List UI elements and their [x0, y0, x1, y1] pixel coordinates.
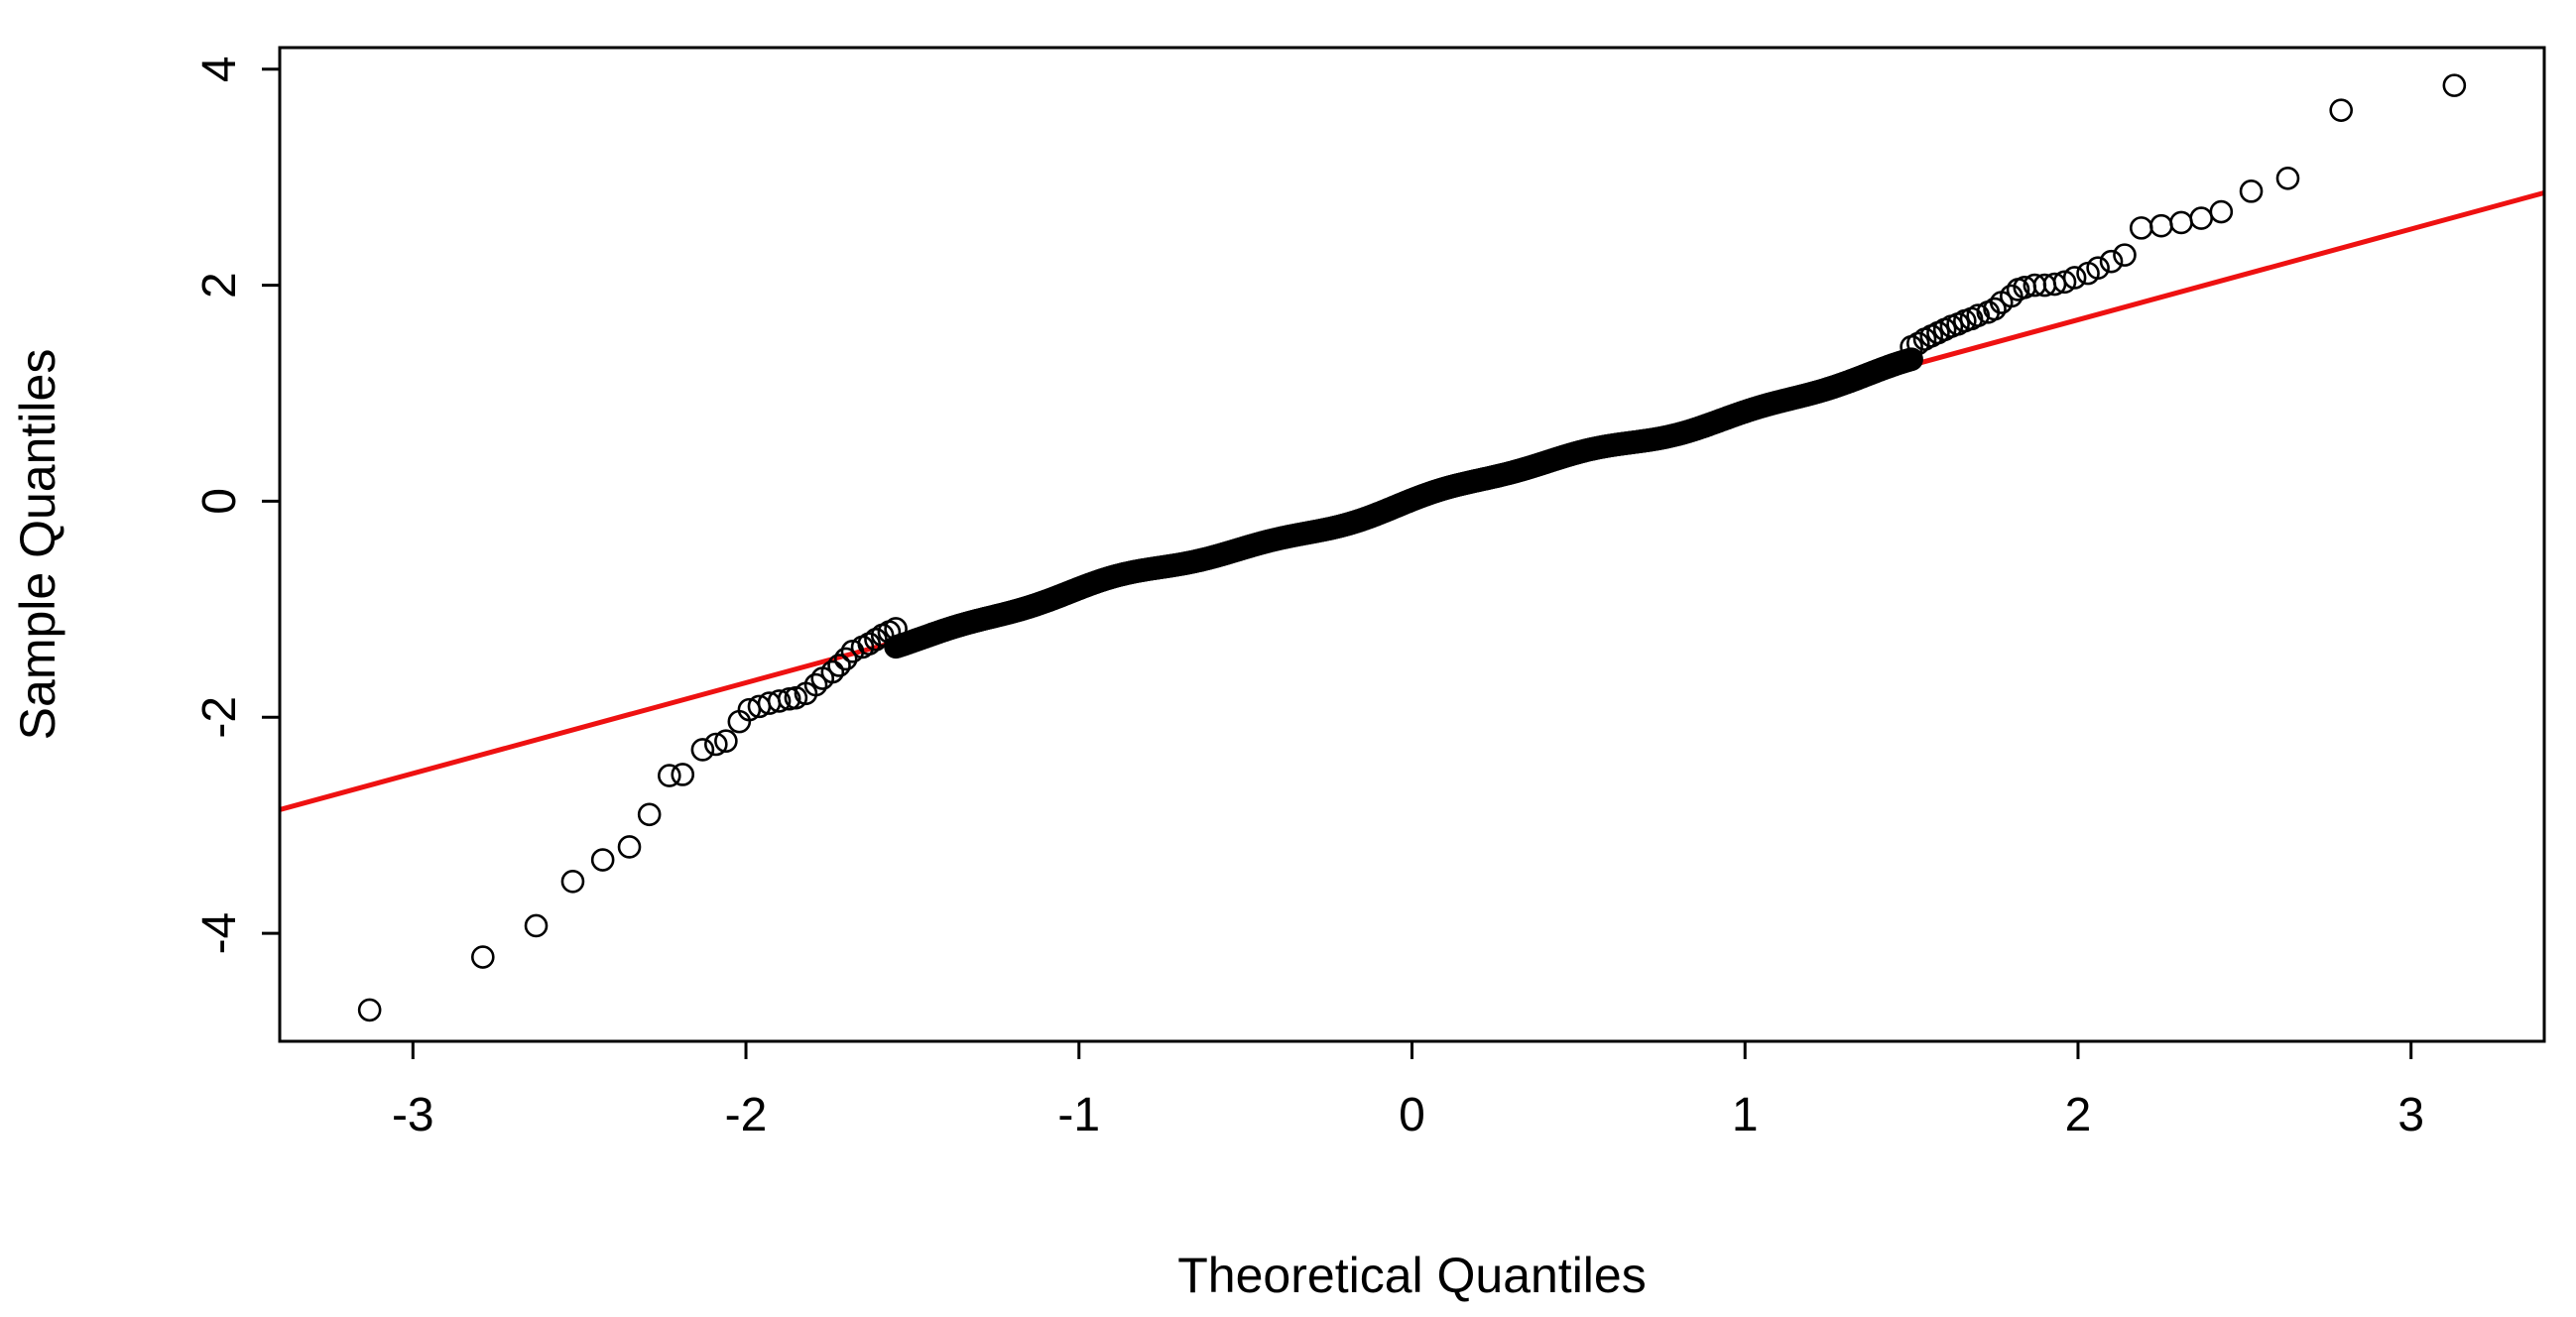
data-point	[470, 945, 495, 969]
data-point	[2189, 206, 2213, 230]
plot-frame	[278, 46, 2546, 1043]
data-point	[658, 764, 681, 787]
x-tick-label: -2	[725, 1089, 768, 1141]
data-point	[2000, 284, 2024, 308]
data-point	[671, 763, 695, 786]
data-point	[2113, 243, 2137, 267]
data-point	[2169, 210, 2193, 235]
data-point	[864, 628, 888, 652]
data-point	[2209, 199, 2234, 224]
data-point	[857, 632, 882, 657]
x-tick-label: 0	[1399, 1089, 1425, 1141]
data-point	[704, 732, 728, 757]
data-point	[2275, 166, 2300, 190]
data-point	[820, 659, 845, 684]
y-axis: -4 -2 0 2 4	[193, 56, 280, 954]
y-tick-label: 2	[193, 272, 246, 299]
y-tick-label: -2	[193, 696, 246, 739]
data-point	[2149, 213, 2173, 238]
x-tick-label: 3	[2397, 1089, 2424, 1141]
data-point	[884, 617, 908, 641]
data-point	[524, 913, 549, 938]
data-point	[2329, 98, 2354, 122]
data-point	[560, 870, 585, 894]
data-points-layer	[357, 73, 2467, 1022]
data-point	[2442, 73, 2467, 97]
data-point	[357, 998, 382, 1022]
x-tick-label: 1	[1732, 1089, 1759, 1141]
data-point	[617, 835, 642, 859]
data-point	[2086, 256, 2110, 280]
data-point	[714, 729, 738, 754]
data-point	[590, 848, 615, 872]
data-point	[1983, 297, 2007, 321]
data-point	[2129, 216, 2153, 240]
y-axis-title: Sample Quantiles	[10, 349, 65, 741]
data-point	[1966, 303, 1991, 327]
data-point	[2099, 249, 2124, 274]
data-point	[2239, 180, 2264, 203]
data-point	[2062, 266, 2087, 290]
data-point	[833, 647, 858, 671]
data-point	[690, 738, 715, 762]
x-tick-label: -1	[1057, 1089, 1100, 1141]
x-axis-title: Theoretical Quantiles	[1177, 1248, 1646, 1303]
x-tick-label: 2	[2065, 1089, 2092, 1141]
data-point	[767, 689, 792, 713]
data-point	[827, 654, 851, 677]
data-point	[1906, 331, 1930, 356]
data-point	[1900, 347, 1923, 372]
y-tick-label: 4	[193, 56, 246, 82]
x-axis: -3 -2 -1 0 1 2 3	[392, 1041, 2424, 1141]
data-point	[803, 672, 828, 697]
x-tick-label: -3	[392, 1089, 434, 1141]
y-tick-label: -4	[193, 912, 246, 955]
data-point	[637, 802, 662, 827]
y-tick-label: 0	[193, 488, 246, 515]
